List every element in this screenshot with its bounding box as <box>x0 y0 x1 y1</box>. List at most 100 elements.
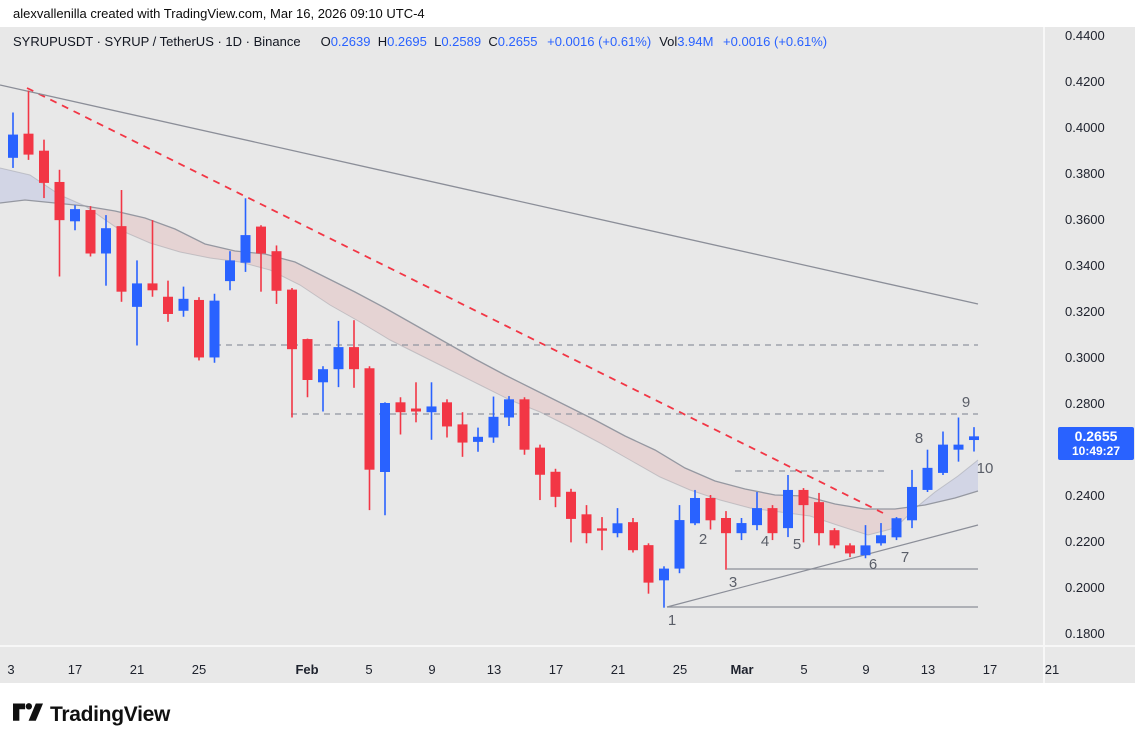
candle-body <box>690 497 700 524</box>
tradingview-logo[interactable]: TradingView <box>13 700 170 730</box>
candle-body <box>643 545 654 583</box>
candle-body <box>39 150 49 183</box>
wave-number-annotation[interactable]: 9 <box>962 394 970 411</box>
time-tick: 25 <box>672 662 688 677</box>
time-axis[interactable]: 3 17 21 25 Feb 5 9 13 17 21 25 Mar 5 9 13 17 21 <box>0 647 1135 683</box>
time-tick: 9 <box>862 662 870 677</box>
candle-body <box>178 298 189 311</box>
candle-body <box>907 486 917 521</box>
low-value: 0.2589 <box>441 34 482 49</box>
time-axis-separator <box>0 645 1135 647</box>
volume-value: 3.94M <box>677 34 714 49</box>
attribution-text: alexvallenilla created with TradingView.… <box>13 6 425 21</box>
candle-body <box>240 235 251 263</box>
wave-number-annotation[interactable]: 6 <box>869 556 877 573</box>
price-axis-separator <box>1043 27 1045 683</box>
high-label: H <box>377 34 388 49</box>
candle-body <box>721 518 731 534</box>
candle-body <box>287 289 297 350</box>
change-value: +0.0016 (+0.61%) <box>547 34 652 49</box>
attribution-bar: alexvallenilla created with TradingView.… <box>0 0 1135 27</box>
candle-body <box>333 347 344 370</box>
candle-body <box>519 399 530 450</box>
price-tick: 0.1800 <box>1065 626 1105 641</box>
price-tick: 0.2400 <box>1065 488 1105 503</box>
time-tick: 13 <box>486 662 502 677</box>
candle-body <box>736 523 747 534</box>
price-tick: 0.2000 <box>1065 580 1105 595</box>
price-tick: 0.4000 <box>1065 120 1105 135</box>
long-term-resistance[interactable] <box>0 84 979 305</box>
candle-body <box>302 339 313 380</box>
time-tick: 21 <box>129 662 145 677</box>
candle-body <box>163 296 173 314</box>
wave-number-annotation[interactable]: 1 <box>668 612 676 629</box>
candle-body <box>256 226 266 254</box>
ascending-support[interactable] <box>666 524 979 608</box>
candle-body <box>488 416 499 438</box>
candle-body <box>829 530 840 546</box>
candle-body <box>922 467 933 490</box>
candle-body <box>798 489 809 506</box>
symbol-title: SYRUPUSDT · SYRUP / TetherUS · 1D · Bina… <box>13 34 301 49</box>
candle-body <box>876 535 886 544</box>
candle-body <box>659 568 669 581</box>
ma-slow-line <box>0 199 979 510</box>
legend: SYRUPUSDT · SYRUP / TetherUS · 1D · Bina… <box>13 34 835 49</box>
price-tick: 0.3000 <box>1065 350 1105 365</box>
time-tick: 5 <box>800 662 808 677</box>
candle-body <box>953 444 964 450</box>
candle-body <box>85 210 96 254</box>
chart-background <box>0 27 1135 683</box>
wave-number-annotation[interactable]: 7 <box>901 549 909 566</box>
candle-body <box>969 436 979 441</box>
tradingview-logo-icon <box>13 703 43 721</box>
candle-body <box>566 491 576 519</box>
candle-body <box>891 518 902 538</box>
badge-price: 0.2655 <box>1074 428 1118 444</box>
candle-body <box>209 300 220 358</box>
footer: TradingView <box>0 683 1135 745</box>
candle-body <box>705 497 716 521</box>
candle-body <box>426 406 437 413</box>
wave-number-annotation[interactable]: 3 <box>729 574 737 591</box>
candle-body <box>550 471 561 497</box>
logo-text: TradingView <box>50 703 171 726</box>
price-badge: 0.2655 10:49:27 <box>1058 427 1134 460</box>
price-tick: 0.3600 <box>1065 212 1105 227</box>
candle-body <box>597 528 607 531</box>
candle-body <box>612 523 623 534</box>
badge-countdown: 10:49:27 <box>1071 444 1121 458</box>
wave-number-annotation[interactable]: 5 <box>793 536 801 553</box>
price-tick: 0.3400 <box>1065 258 1105 273</box>
candle-body <box>473 436 483 442</box>
ma-ribbon-fill <box>918 460 978 506</box>
volume-label: Vol <box>659 34 678 49</box>
open-value: 0.2639 <box>330 34 371 49</box>
time-tick: 13 <box>920 662 936 677</box>
candle-body <box>814 502 824 534</box>
wave-number-annotation[interactable]: 8 <box>915 430 923 447</box>
wave-number-annotation[interactable]: 2 <box>699 531 707 548</box>
wave-number-annotation[interactable]: 10 <box>977 460 994 477</box>
candle-body <box>767 508 778 534</box>
candle-body <box>132 283 142 307</box>
candle-body <box>364 368 375 470</box>
open-label: O <box>320 34 331 49</box>
price-axis[interactable]: 0.4400 0.4200 0.4000 0.3800 0.3600 0.3400 0.32… <box>1045 27 1135 645</box>
chart-canvas[interactable]: 1 2 3 4 5 6 7 8 9 10 <box>0 0 1135 683</box>
candle-body <box>54 181 65 221</box>
price-tick: 0.4400 <box>1065 28 1105 43</box>
candle-body <box>318 369 328 383</box>
ma-ribbon-fill <box>0 168 85 206</box>
price-tick: 0.3800 <box>1065 166 1105 181</box>
candle-body <box>194 299 204 358</box>
wave-number-annotation[interactable]: 4 <box>761 533 769 550</box>
candle-body <box>674 520 685 569</box>
price-tick: 0.2800 <box>1065 396 1105 411</box>
candle-body <box>845 545 855 554</box>
descending-resistance-dashed[interactable] <box>26 87 884 514</box>
time-tick: 17 <box>548 662 564 677</box>
candle-body <box>411 408 421 412</box>
